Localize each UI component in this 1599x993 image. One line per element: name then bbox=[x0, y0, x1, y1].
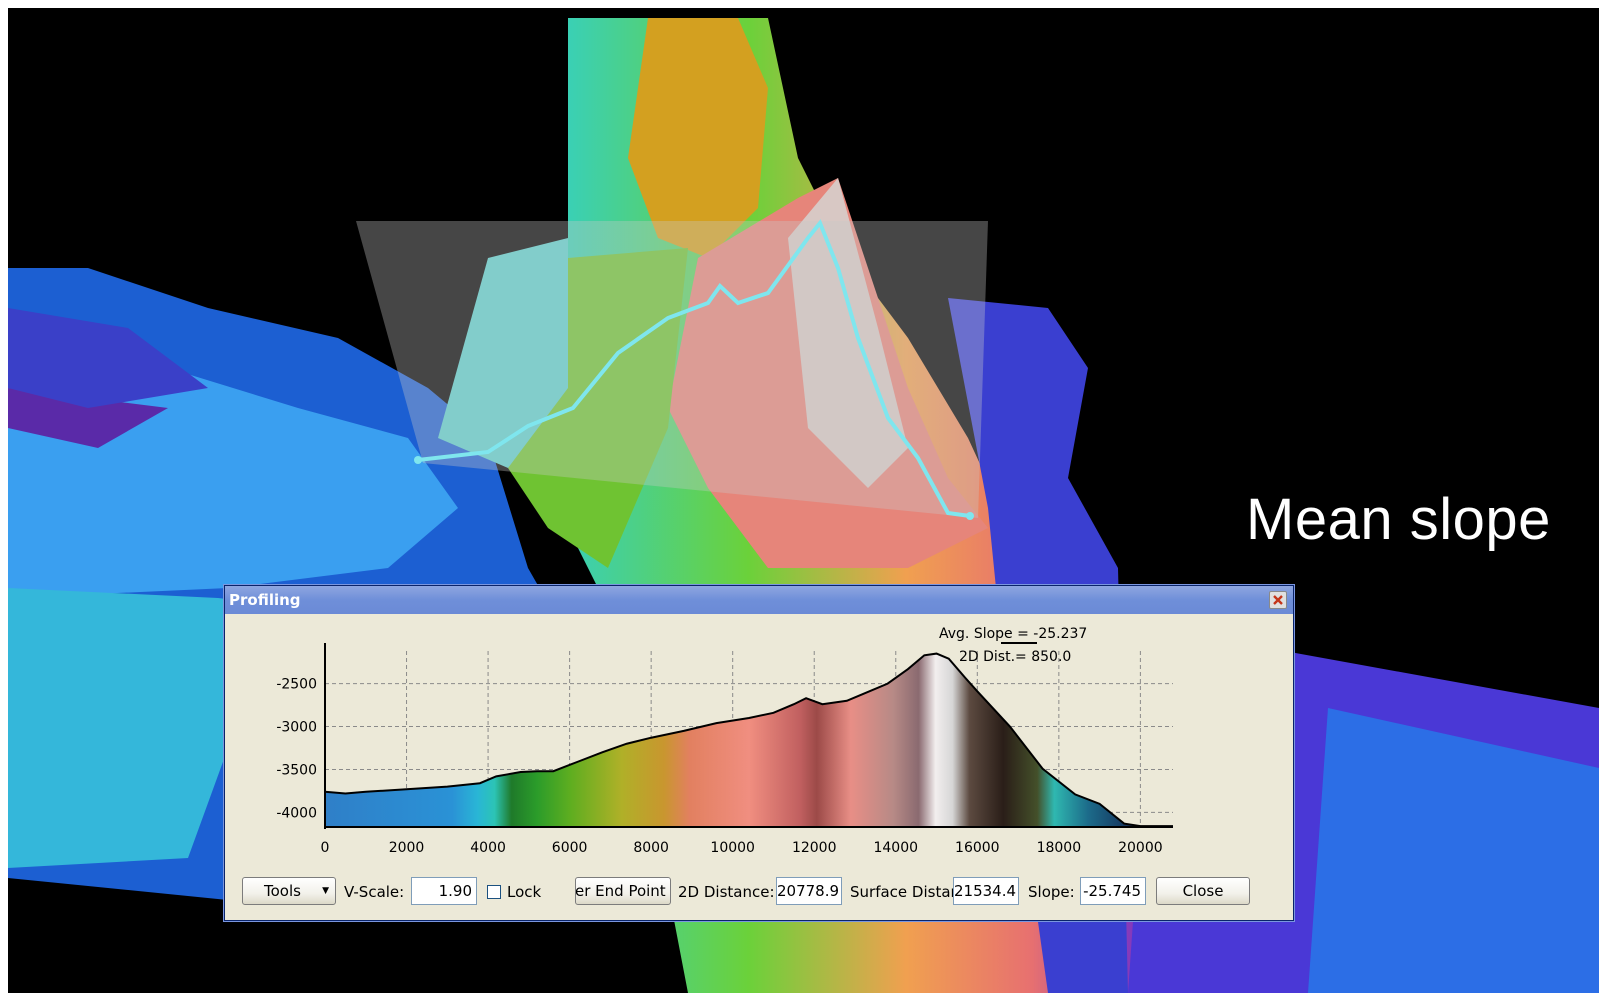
vscale-field[interactable]: 1.90 bbox=[411, 877, 477, 905]
profile-area bbox=[325, 653, 1173, 827]
x-tick-label: 16000 bbox=[955, 840, 1000, 856]
x-tick-label: 6000 bbox=[552, 840, 588, 856]
close-button[interactable]: Close bbox=[1156, 877, 1250, 905]
profile-chart: -2500 -3000 -3500 -4000 0 2000 4000 6000 8000 10… bbox=[276, 626, 1173, 856]
profiling-dialog: Profiling bbox=[224, 585, 1294, 921]
profiling-toolbar: Tools ▼ V-Scale: 1.90 Lock er End Point … bbox=[225, 871, 1291, 915]
x-tick-label: 2000 bbox=[389, 840, 425, 856]
dist2d-label: 2D Distance: bbox=[678, 883, 775, 901]
dialog-titlebar[interactable]: Profiling bbox=[225, 586, 1293, 614]
y-tick-label: -2500 bbox=[276, 677, 317, 693]
profile-chart-panel: -2500 -3000 -3500 -4000 0 2000 4000 6000 8000 10… bbox=[227, 617, 1267, 872]
end-point-button[interactable]: er End Point bbox=[575, 877, 671, 905]
tools-dropdown-button[interactable]: Tools ▼ bbox=[242, 877, 336, 905]
x-tick-label: 0 bbox=[321, 840, 330, 856]
x-tick-label: 8000 bbox=[633, 840, 669, 856]
dist2d-field[interactable]: 20778.9 bbox=[776, 877, 842, 905]
slope-label: Slope: bbox=[1028, 883, 1075, 901]
vscale-label: V-Scale: bbox=[344, 883, 405, 901]
slope-field[interactable]: -25.745 bbox=[1080, 877, 1146, 905]
x-tick-label: 18000 bbox=[1037, 840, 1082, 856]
end-point-label: er End Point bbox=[575, 882, 666, 900]
surface-distance-label: Surface Distar bbox=[850, 883, 953, 901]
avg-slope-annotation: Avg. Slope = -25.237 bbox=[939, 626, 1087, 642]
slide-caption: Mean slope bbox=[1246, 487, 1551, 552]
dialog-title: Profiling bbox=[229, 591, 301, 609]
chart-axes bbox=[324, 643, 1173, 829]
close-icon[interactable] bbox=[1269, 591, 1287, 609]
x-tick-label: 12000 bbox=[792, 840, 837, 856]
x-tick-label: 20000 bbox=[1118, 840, 1163, 856]
lock-checkbox[interactable] bbox=[487, 885, 501, 899]
x-tick-label: 10000 bbox=[710, 840, 755, 856]
y-tick-label: -3000 bbox=[276, 720, 317, 736]
profile-line bbox=[324, 652, 1173, 828]
y-tick-label: -4000 bbox=[276, 805, 317, 821]
surface-distance-field[interactable]: 21534.4 bbox=[953, 877, 1019, 905]
y-tick-label: -3500 bbox=[276, 762, 317, 778]
tools-button-label: Tools bbox=[264, 882, 301, 900]
dist2d-annotation: 2D Dist.= 850.0 bbox=[959, 649, 1071, 665]
x-tick-label: 14000 bbox=[873, 840, 918, 856]
lock-label: Lock bbox=[507, 883, 542, 901]
dropdown-arrow-icon: ▼ bbox=[322, 886, 329, 896]
x-tick-label: 4000 bbox=[470, 840, 506, 856]
